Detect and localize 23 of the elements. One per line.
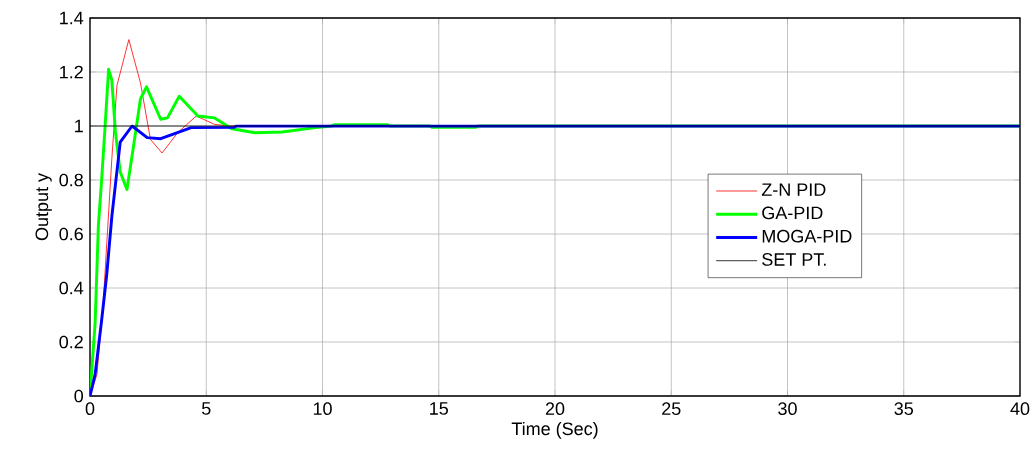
y-tick-label: 0.2 [59,335,83,349]
x-tick-label: 15 [430,402,449,415]
x-tick-label: 5 [201,402,211,415]
y-tick-label: 0.4 [59,281,84,295]
x-tick-label: 20 [545,402,565,415]
legend-label: Z-N PID [761,183,826,196]
x-tick-label: 25 [662,402,681,415]
y-tick-label: 0.8 [59,173,83,187]
legend-label: MOGA-PID [762,229,852,243]
x-tick-label: 10 [313,402,332,415]
y-tick-label: 1.4 [60,11,84,25]
x-tick-label: 30 [778,402,797,415]
legend-label: GA-PID [762,206,823,220]
legend-label: SET PT. [762,253,826,266]
y-tick-label: 0 [74,389,84,403]
y-tick-label: 1.2 [60,65,83,79]
x-tick-label: 40 [1010,402,1030,415]
y-tick-label: 0.6 [59,227,83,241]
y-axis-title: Output y [35,173,52,241]
x-tick-label: 0 [85,402,95,415]
x-axis-title: Time (Sec) [511,421,598,439]
x-tick-label: 35 [894,402,914,415]
y-tick-label: 1 [75,119,83,133]
